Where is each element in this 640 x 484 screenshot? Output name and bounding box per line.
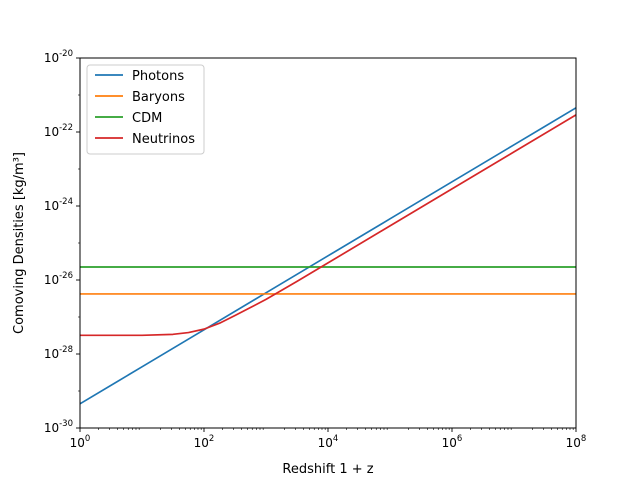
y-tick-label-base: 10 xyxy=(44,273,59,287)
legend: Photons Baryons CDM Neutrinos xyxy=(86,64,205,155)
x-tick-label-base: 10 xyxy=(566,436,581,450)
axis-ticks: 100 102 104 106 10810-3010-2810-2610-2410-22… xyxy=(44,49,587,450)
x-tick-label-base: 10 xyxy=(442,436,457,450)
x-tick-label-exponent: 2 xyxy=(209,434,214,444)
y-tick-label: 10-28 xyxy=(44,345,73,361)
y-tick-label-base: 10 xyxy=(44,421,59,435)
x-tick-label: 100 xyxy=(70,434,91,450)
x-tick-label-exponent: 6 xyxy=(457,434,462,444)
x-tick-label: 104 xyxy=(318,434,339,450)
series-line-photons xyxy=(79,107,577,405)
y-tick-label-exponent: -30 xyxy=(59,419,73,429)
y-tick-label-exponent: -24 xyxy=(59,197,73,207)
x-tick-label: 106 xyxy=(442,434,463,450)
y-tick-label-exponent: -26 xyxy=(59,271,73,281)
y-tick-label-base: 10 xyxy=(44,51,59,65)
x-tick-label-base: 10 xyxy=(318,436,333,450)
y-tick-label-base: 10 xyxy=(44,347,59,361)
y-tick-label-exponent: -22 xyxy=(59,123,73,133)
y-tick-label-base: 10 xyxy=(44,199,59,213)
x-tick-label-exponent: 8 xyxy=(581,434,586,444)
series-line-neutrinos xyxy=(80,114,577,337)
x-tick-label-base: 10 xyxy=(70,436,85,450)
x-tick-label: 108 xyxy=(566,434,587,450)
y-tick-label: 10-26 xyxy=(44,271,73,287)
y-tick-label: 10-30 xyxy=(44,419,73,435)
x-tick-label: 102 xyxy=(194,434,215,450)
legend-label-cdm: CDM xyxy=(132,111,162,126)
series-lines xyxy=(79,107,577,405)
y-tick-label-exponent: -20 xyxy=(59,49,73,59)
y-tick-label-base: 10 xyxy=(44,125,59,139)
legend-label-baryons: Baryons xyxy=(132,90,185,105)
y-tick-label: 10-24 xyxy=(44,197,73,213)
x-axis-label: Redshift 1 + z xyxy=(282,462,373,477)
x-tick-label-exponent: 4 xyxy=(333,434,338,444)
legend-box xyxy=(86,64,205,155)
x-tick-label-base: 10 xyxy=(194,436,209,450)
x-tick-label-exponent: 0 xyxy=(85,434,90,444)
y-tick-label-exponent: -28 xyxy=(59,345,73,355)
y-tick-label: 10-20 xyxy=(44,49,73,65)
legend-label-neutrinos: Neutrinos xyxy=(132,132,195,147)
y-axis-label: Comoving Densities [kg/m³] xyxy=(12,152,27,334)
y-tick-label: 10-22 xyxy=(44,123,73,139)
legend-label-photons: Photons xyxy=(132,69,184,84)
